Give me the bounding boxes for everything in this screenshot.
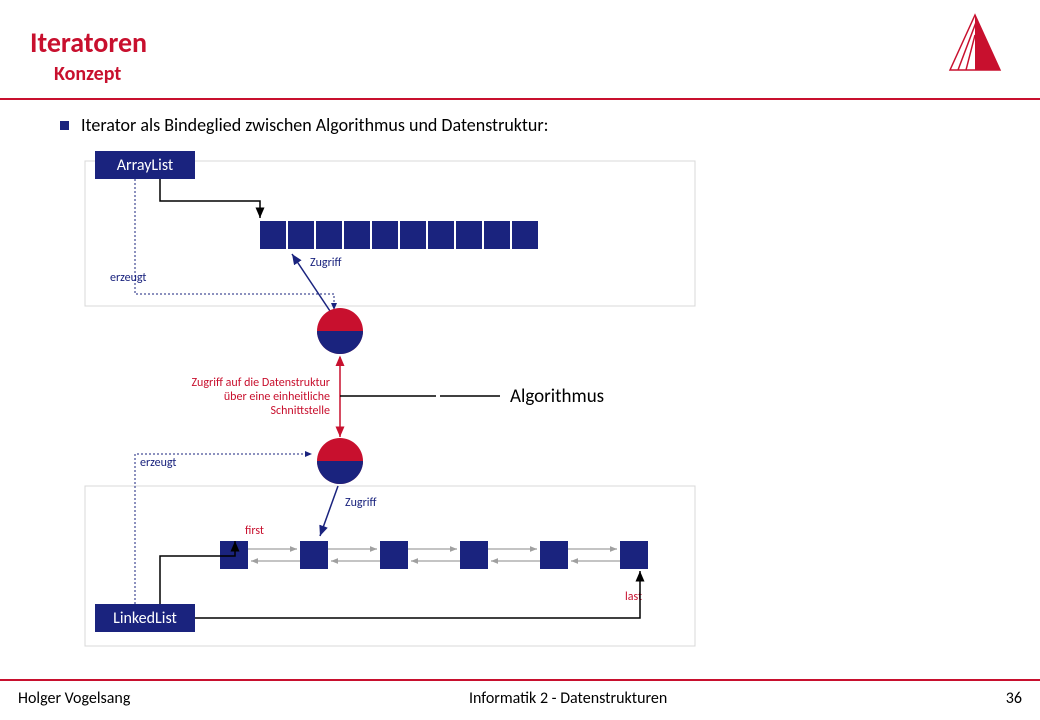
zugriff-line1: Zugriff auf die Datenstruktur (191, 376, 330, 390)
slide-subtitle: Konzept (54, 62, 1010, 86)
diagram: ArrayList erzeugt Zugriff Algorithmus Zu… (80, 146, 720, 651)
content-area: Iterator als Bindeglied zwischen Algorit… (0, 100, 1040, 651)
bullet-item: Iterator als Bindeglied zwischen Algorit… (60, 114, 1000, 136)
zugriff-top: Zugriff (310, 256, 342, 270)
slide-header: Iteratoren Konzept (0, 0, 1040, 98)
bullet-icon (60, 121, 69, 130)
zugriff-line3: Schnittstelle (271, 404, 330, 418)
first-label: first (245, 524, 264, 538)
footer-author: Holger Vogelsang (18, 689, 130, 708)
footer-page: 36 (1006, 689, 1022, 708)
erzeugt-top: erzeugt (110, 271, 146, 285)
arraylist-label: ArrayList (117, 156, 174, 175)
zugriff-line2: über eine einheitliche (224, 390, 330, 404)
slide-title: Iteratoren (30, 25, 1010, 60)
bullet-text: Iterator als Bindeglied zwischen Algorit… (81, 114, 548, 136)
algorithmus-label: Algorithmus (510, 385, 604, 408)
zugriff-bottom: Zugriff (345, 496, 377, 510)
logo-icon (940, 10, 1010, 80)
slide-footer: Holger Vogelsang Informatik 2 - Datenstr… (0, 679, 1040, 720)
footer-title: Informatik 2 - Datenstrukturen (469, 689, 667, 708)
erzeugt-bottom: erzeugt (140, 456, 176, 470)
linkedlist-label: LinkedList (113, 609, 177, 628)
